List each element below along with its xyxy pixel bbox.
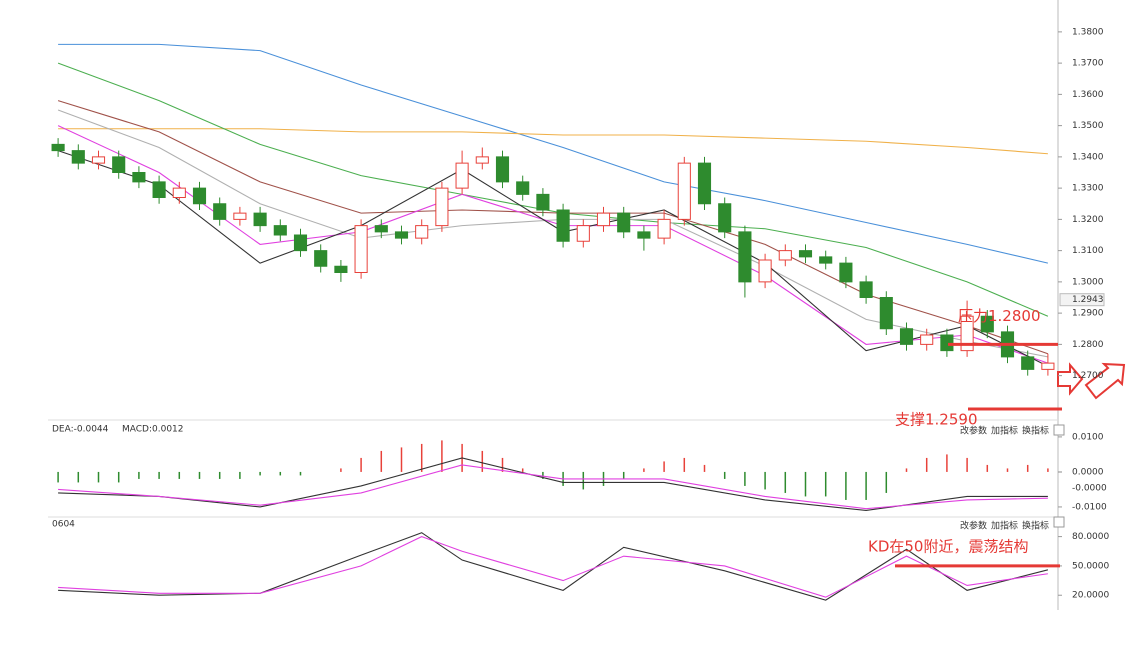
candle-body	[960, 315, 974, 352]
candle-body	[71, 150, 85, 164]
close-button[interactable]	[1053, 516, 1065, 528]
y-tick-label: 20.0000	[1072, 591, 1109, 601]
candle-body	[152, 181, 166, 198]
y-tick-label: 1.3500	[1072, 121, 1104, 131]
candle-body	[51, 143, 65, 152]
toolbar-button[interactable]: 换指标	[1022, 520, 1049, 532]
candle-body	[637, 231, 651, 239]
y-tick-label: 1.3200	[1072, 215, 1104, 225]
toolbar-button[interactable]: 改参数	[960, 520, 987, 532]
close-button[interactable]	[1053, 424, 1065, 436]
candle-body	[374, 225, 388, 233]
candle-body	[172, 187, 186, 198]
candle-body	[314, 250, 328, 267]
candle-body	[859, 281, 873, 298]
price-tag	[1059, 293, 1105, 307]
indicator-line	[58, 128, 1048, 155]
candle-body	[132, 172, 146, 183]
resistance-label: 压力1.2800	[958, 307, 1041, 325]
candle-body	[394, 231, 409, 239]
candle-body	[495, 156, 510, 183]
candle-body	[657, 218, 671, 239]
candle-body	[273, 225, 287, 236]
candle-body	[899, 328, 914, 345]
y-tick-label: 1.3800	[1072, 27, 1104, 37]
candle-body	[697, 162, 712, 205]
candle-body	[112, 156, 126, 173]
candle-body	[980, 315, 994, 333]
indicator-header: DEA:-0.0044	[52, 425, 109, 435]
candle-body	[556, 209, 570, 242]
candle-body	[435, 187, 449, 227]
candle-body	[233, 212, 247, 220]
y-tick-label: 0.0000	[1072, 467, 1104, 477]
indicator-line	[58, 536, 1048, 598]
toolbar-button[interactable]: 改参数	[960, 425, 987, 437]
indicator-line	[58, 464, 1048, 510]
candle-body	[798, 250, 813, 258]
y-tick-label: 1.2700	[1072, 371, 1104, 381]
candle-body	[1021, 356, 1035, 370]
arrow-icon	[1057, 362, 1084, 396]
support-label: 支撑1.2590	[895, 411, 978, 429]
y-tick-label: -0.0000	[1072, 483, 1107, 493]
candle-body	[516, 181, 530, 195]
indicator-header: MACD:0.0012	[122, 425, 184, 435]
candle-body	[293, 234, 308, 252]
candle-body	[253, 212, 267, 227]
y-tick-label: 1.3100	[1072, 246, 1104, 256]
price-tag-label: 1.2943	[1072, 295, 1104, 305]
candle-body	[455, 162, 469, 189]
y-tick-label: 1.3300	[1072, 184, 1104, 194]
candle-body	[718, 203, 732, 233]
candle-body	[839, 262, 853, 283]
candle-body	[819, 256, 833, 264]
y-tick-label: 1.3600	[1072, 90, 1104, 100]
y-tick-label: 1.2800	[1072, 340, 1104, 350]
y-tick-label: -0.0100	[1072, 502, 1107, 512]
y-tick-label: 80.0000	[1072, 532, 1109, 542]
indicator-header: 0604	[52, 520, 75, 530]
candle-body	[192, 187, 207, 205]
candle-body	[415, 225, 429, 239]
arrow-icon	[1084, 362, 1126, 400]
candle-body	[536, 193, 550, 211]
candle-body	[475, 156, 489, 164]
candle-body	[617, 212, 631, 233]
candle-body	[940, 334, 954, 352]
candle-body	[758, 259, 772, 283]
candle-body	[677, 162, 691, 220]
candle-body	[1041, 362, 1055, 370]
candle-body	[920, 334, 934, 345]
toolbar-button[interactable]: 换指标	[1022, 425, 1049, 437]
y-tick-label: 50.0000	[1072, 561, 1109, 571]
candle-body	[334, 265, 348, 273]
candle-body	[596, 212, 611, 227]
candle-body	[91, 156, 106, 164]
candle-body	[778, 250, 792, 261]
indicator-line	[58, 43, 1049, 264]
candle-body	[213, 203, 227, 220]
y-tick-label: 1.3000	[1072, 277, 1104, 287]
y-tick-label: 0.0100	[1072, 432, 1104, 442]
y-tick-label: 1.3700	[1072, 59, 1104, 69]
toolbar-button[interactable]: 加指标	[991, 425, 1018, 437]
y-tick-label: 1.3400	[1072, 152, 1104, 162]
candle-body	[879, 297, 893, 330]
y-tick-label: 1.2900	[1072, 309, 1104, 319]
candle-body	[738, 231, 752, 283]
toolbar-button[interactable]: 加指标	[991, 520, 1018, 532]
candle-body	[576, 225, 590, 242]
candle-body	[354, 225, 368, 273]
note-label: KD在50附近，震荡结构	[868, 537, 1028, 555]
